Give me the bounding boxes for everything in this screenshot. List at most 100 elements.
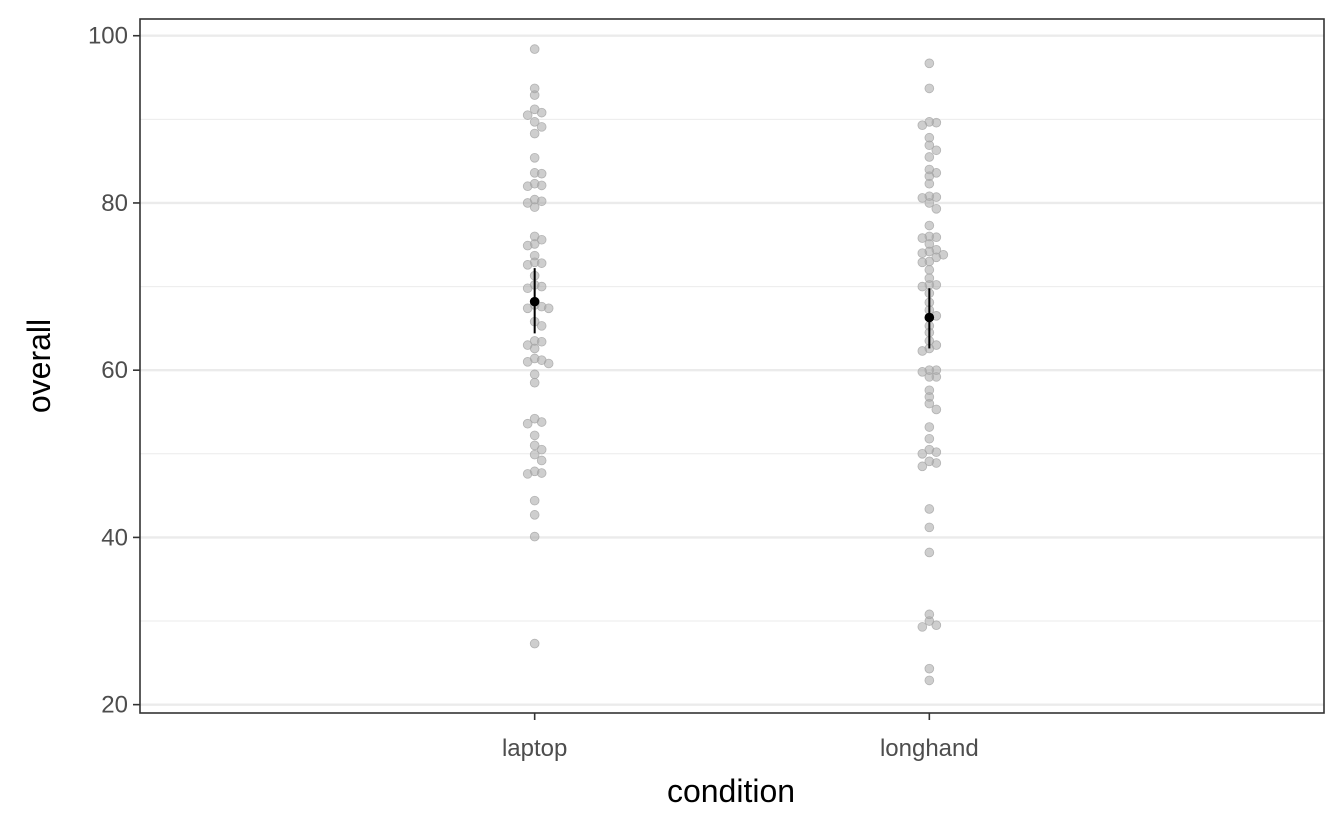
data-point bbox=[924, 547, 935, 558]
data-point bbox=[931, 117, 942, 128]
summary-layer bbox=[529, 268, 935, 349]
data-point bbox=[529, 430, 540, 441]
data-point bbox=[931, 280, 942, 290]
data-point bbox=[924, 504, 935, 514]
data-point bbox=[931, 404, 942, 415]
data-point bbox=[529, 128, 540, 139]
data-point bbox=[536, 180, 547, 191]
data-point bbox=[924, 220, 935, 231]
data-point bbox=[924, 522, 935, 533]
x-axis: laptop longhand bbox=[502, 713, 979, 762]
data-point bbox=[924, 616, 935, 626]
data-point bbox=[536, 122, 547, 132]
data-point bbox=[529, 531, 540, 542]
data-point bbox=[529, 377, 540, 388]
data-point bbox=[931, 145, 942, 156]
data-point bbox=[924, 198, 935, 208]
data-point bbox=[536, 234, 547, 245]
data-point bbox=[536, 258, 547, 268]
data-point bbox=[536, 336, 547, 347]
y-axis: 20 40 60 80 100 bbox=[88, 23, 140, 719]
data-point bbox=[543, 358, 554, 369]
data-point bbox=[924, 83, 935, 94]
data-point bbox=[529, 510, 540, 520]
data-point bbox=[536, 196, 547, 207]
data-point bbox=[522, 181, 533, 192]
y-axis-title: overall bbox=[21, 319, 57, 413]
data-point bbox=[917, 461, 928, 472]
data-point bbox=[931, 204, 942, 214]
data-point bbox=[536, 417, 547, 427]
data-point bbox=[924, 675, 935, 686]
data-point bbox=[522, 283, 533, 294]
data-point bbox=[931, 192, 942, 202]
data-point bbox=[924, 152, 935, 162]
data-point bbox=[917, 367, 928, 377]
data-point bbox=[924, 58, 935, 69]
x-tick-label: laptop bbox=[502, 735, 567, 762]
data-point bbox=[924, 140, 935, 151]
grid-major bbox=[140, 34, 1324, 706]
data-point bbox=[529, 495, 540, 506]
data-point bbox=[529, 449, 540, 460]
y-tick-label: 60 bbox=[101, 357, 128, 384]
data-point bbox=[536, 168, 547, 179]
data-point bbox=[931, 232, 942, 243]
data-point bbox=[536, 455, 547, 466]
data-point bbox=[924, 433, 935, 444]
data-point bbox=[917, 120, 928, 130]
y-tick-label: 40 bbox=[101, 524, 128, 551]
data-point bbox=[522, 469, 533, 479]
data-point bbox=[522, 357, 533, 367]
data-point bbox=[536, 444, 547, 455]
data-point bbox=[917, 233, 928, 243]
data-point bbox=[924, 663, 935, 674]
y-tick-label: 100 bbox=[88, 23, 128, 50]
data-point bbox=[917, 248, 928, 258]
data-point bbox=[931, 447, 942, 457]
data-point bbox=[924, 398, 935, 409]
data-point bbox=[536, 468, 547, 478]
data-point bbox=[529, 44, 540, 54]
data-point bbox=[536, 281, 547, 292]
data-point bbox=[917, 281, 928, 292]
data-point bbox=[522, 260, 533, 270]
data-point bbox=[529, 117, 540, 127]
data-point bbox=[529, 90, 540, 100]
data-point bbox=[522, 110, 533, 120]
data-point bbox=[931, 372, 942, 382]
x-axis-title: condition bbox=[667, 773, 795, 809]
x-tick-label: longhand bbox=[880, 735, 979, 762]
data-point bbox=[924, 422, 935, 432]
data-point bbox=[917, 193, 928, 203]
data-point bbox=[924, 178, 935, 189]
y-tick-label: 20 bbox=[101, 692, 128, 719]
data-point bbox=[529, 369, 540, 380]
points-layer bbox=[522, 44, 949, 686]
data-point bbox=[931, 620, 942, 631]
data-point bbox=[917, 622, 928, 632]
data-point bbox=[529, 638, 540, 649]
plot-background bbox=[140, 19, 1324, 713]
data-point bbox=[522, 418, 533, 429]
data-point bbox=[522, 303, 533, 314]
data-point bbox=[536, 321, 547, 331]
mean-point bbox=[529, 296, 540, 307]
data-point bbox=[536, 107, 547, 118]
plot-frame bbox=[139, 18, 1325, 714]
data-point bbox=[917, 448, 928, 459]
data-point bbox=[529, 343, 540, 354]
grid-minor bbox=[140, 118, 1324, 622]
data-point bbox=[529, 153, 540, 163]
data-point bbox=[924, 265, 935, 275]
data-point bbox=[529, 202, 540, 212]
data-point bbox=[522, 198, 533, 208]
data-point bbox=[931, 458, 942, 468]
data-point bbox=[543, 303, 554, 314]
mean-point bbox=[924, 312, 935, 323]
y-tick-label: 80 bbox=[101, 190, 128, 217]
data-point bbox=[522, 240, 533, 251]
data-point bbox=[917, 346, 928, 356]
data-point bbox=[917, 257, 928, 268]
